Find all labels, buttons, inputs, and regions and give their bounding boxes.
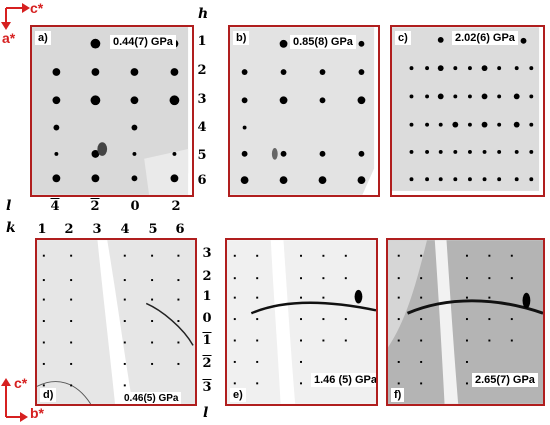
panel-c-pattern (392, 27, 540, 191)
k-index-3: 3 (92, 222, 102, 237)
k-index-1: 1 (37, 222, 47, 237)
panel-e: e) 1.46 (5) GPa (225, 238, 378, 406)
l-row-index-3: 3 (202, 246, 212, 261)
l-row-index-2: 2 (202, 269, 212, 284)
panel-b-label: b) (233, 31, 250, 45)
panel-e-pressure: 1.46 (5) GPa (311, 373, 376, 387)
panel-c-spots (409, 36, 534, 182)
l-index-0: 0 (130, 199, 140, 214)
panel-b: b) 0.85(8) GPa (228, 25, 380, 197)
k-index-2: 2 (64, 222, 74, 237)
h-index-6: 6 (197, 173, 207, 188)
k-index-6: 6 (175, 222, 185, 237)
panel-a-spots (52, 38, 180, 183)
l-row-index-neg2: 2 (202, 356, 212, 371)
panel-f-pressure: 2.65(7) GPa (472, 373, 538, 387)
panel-c: c) 2.02(6) GPa (390, 25, 545, 197)
panel-d: d) 0.46(5) GPa (35, 238, 197, 406)
panel-a-pressure: 0.44(7) GPa (110, 35, 176, 49)
l-index-2: 2 (171, 199, 181, 214)
bottom-vertical-axis-label: c* (14, 375, 28, 391)
panel-e-label: e) (230, 388, 246, 402)
panel-a: a) 0.44(7) GPa (30, 25, 194, 197)
bottom-horizontal-axis-label: b* (30, 405, 44, 421)
l-index-neg2: 2 (90, 199, 100, 214)
panel-f-spots (397, 254, 513, 385)
bottom-axis-arrows (1, 378, 28, 422)
top-horizontal-axis-label: c* (30, 0, 44, 16)
h-index-2: 2 (197, 63, 207, 78)
top-axis-arrows (1, 3, 30, 30)
panel-d-spots (42, 254, 180, 387)
panel-b-pressure: 0.85(8) GPa (290, 35, 356, 49)
panel-b-pattern (230, 27, 375, 195)
l-row-index-0: 0 (202, 311, 212, 326)
panel-d-pressure: 0.46(5) GPa (121, 392, 182, 404)
panel-b-spots (240, 39, 366, 185)
k-index-5: 5 (148, 222, 158, 237)
l-row-index-1: 1 (202, 289, 212, 304)
l-index-name-top: l (6, 198, 12, 214)
panel-d-label: d) (40, 388, 57, 402)
l-row-index-neg3: 3 (202, 380, 212, 395)
panel-e-spots (233, 254, 347, 385)
panel-a-label: a) (35, 31, 51, 45)
panel-c-pressure: 2.02(6) GPa (452, 31, 518, 45)
top-vertical-axis-label: a* (2, 30, 16, 46)
k-index-name: k (6, 220, 16, 236)
l-row-index-neg1: 1 (202, 333, 212, 348)
panel-c-label: c) (395, 31, 411, 45)
h-index-1: 1 (197, 34, 207, 49)
h-index-name: h (198, 6, 209, 22)
h-index-4: 4 (197, 120, 207, 135)
panel-d-pattern (37, 240, 195, 404)
k-index-4: 4 (120, 222, 130, 237)
l-index-neg4: 4 (50, 199, 60, 214)
panel-f-label: f) (391, 388, 405, 402)
h-index-3: 3 (197, 92, 207, 107)
l-index-name-bottom: l (203, 405, 209, 421)
h-index-5: 5 (197, 148, 207, 163)
panel-f: f) 2.65(7) GPa (386, 238, 545, 406)
panel-a-pattern (32, 27, 189, 195)
